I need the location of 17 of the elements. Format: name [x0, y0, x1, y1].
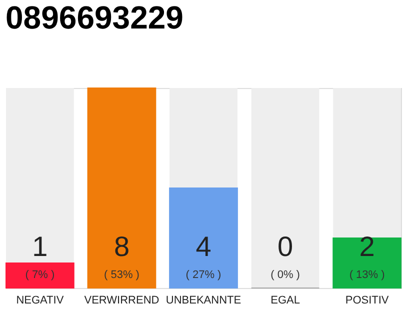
bar	[6, 262, 74, 288]
data-label: 8	[114, 231, 130, 262]
x-tick-label: EGAL	[270, 294, 300, 306]
annotation: ( 27% )	[186, 269, 222, 281]
x-tick-label: NEGATIV	[16, 294, 64, 306]
annotation: ( 13% )	[349, 269, 385, 281]
annotation: ( 53% )	[104, 269, 140, 281]
data-label: 0	[277, 231, 294, 262]
x-tick-label: POSITIV	[345, 294, 390, 306]
x-tick-label: UNBEKANNTE	[166, 294, 242, 306]
x-tick-label: VERWIRREND	[84, 294, 160, 306]
data-label: 2	[359, 231, 375, 262]
annotation: ( 7% )	[25, 269, 55, 281]
chart-title: 0896693229	[6, 0, 184, 36]
annotation: ( 0% )	[270, 269, 300, 281]
data-label: 4	[196, 231, 212, 262]
data-label: 1	[32, 231, 48, 262]
